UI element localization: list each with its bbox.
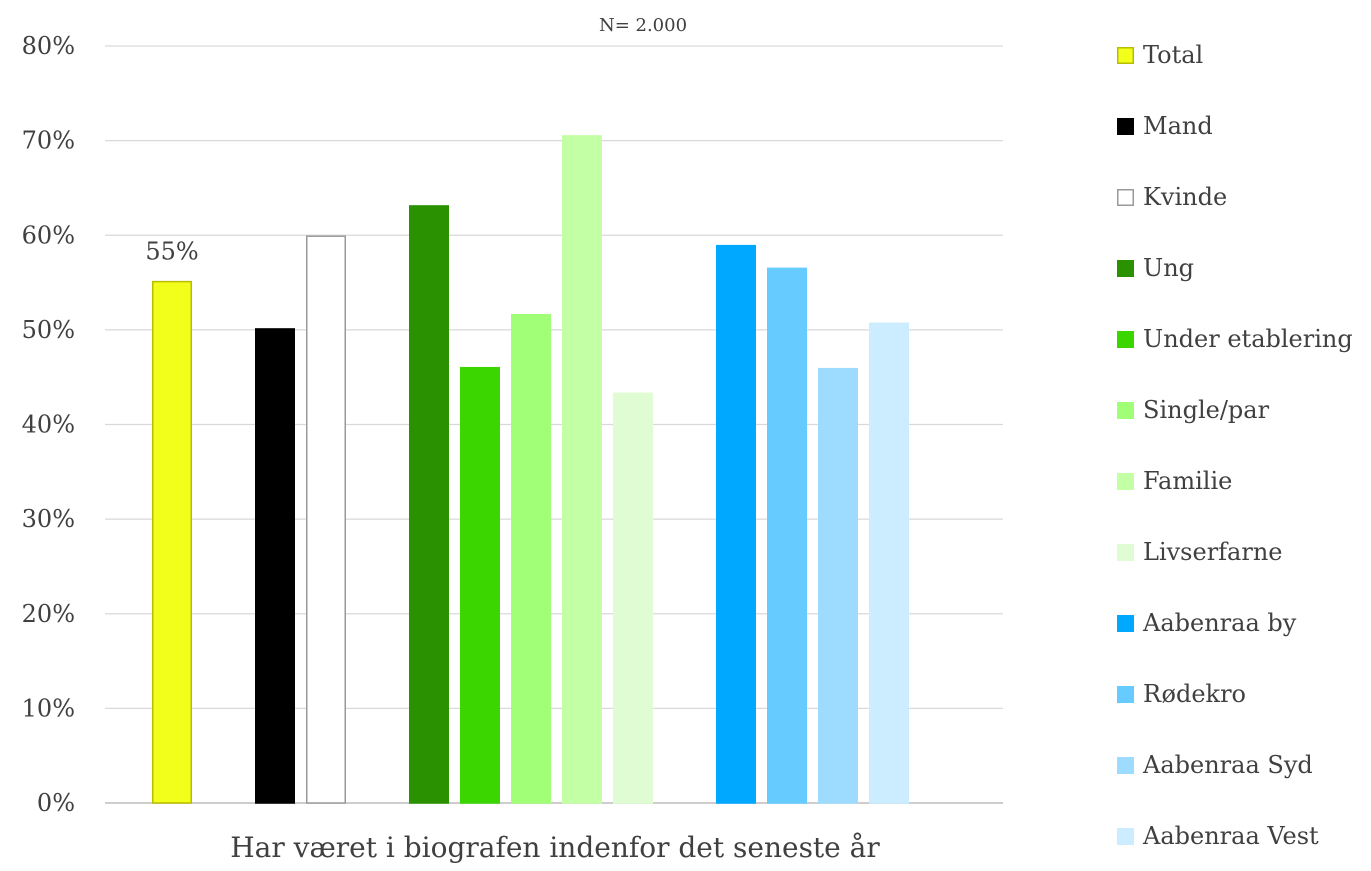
bar-kvinde — [306, 235, 346, 804]
legend-swatch — [1117, 757, 1134, 774]
chart-subtitle: N= 2.000 — [599, 15, 687, 36]
bar-aabenraa-vest — [869, 322, 909, 804]
legend-item: Aabenraa Vest — [1117, 822, 1319, 850]
bar-single-par — [511, 313, 551, 804]
legend-swatch — [1117, 260, 1134, 277]
y-tick-label: 10% — [22, 694, 75, 722]
legend-swatch — [1117, 47, 1134, 64]
bar-under-etablering — [460, 366, 500, 804]
legend-item: Familie — [1117, 467, 1232, 495]
bar-livserfarne — [613, 392, 653, 804]
y-tick-label: 0% — [37, 789, 75, 817]
y-tick-label: 20% — [22, 600, 75, 628]
legend-item: Ung — [1117, 254, 1194, 282]
legend-item: Livserfarne — [1117, 538, 1283, 566]
y-tick-label: 40% — [22, 411, 75, 439]
bar-total — [152, 280, 192, 804]
legend-item: Mand — [1117, 112, 1213, 140]
bar-aabenraa-syd — [818, 367, 858, 804]
legend-swatch — [1117, 686, 1134, 703]
legend-label: Single/par — [1143, 396, 1270, 424]
y-tick-label: 30% — [22, 505, 75, 533]
legend-swatch — [1117, 402, 1134, 419]
legend-item: Aabenraa by — [1117, 609, 1297, 637]
legend-label: Aabenraa Syd — [1142, 751, 1313, 779]
legend-swatch — [1117, 828, 1134, 845]
legend-label: Livserfarne — [1143, 538, 1283, 566]
legend-item: Single/par — [1117, 396, 1270, 424]
bar-familie — [562, 135, 602, 804]
bar-aabenraa-by — [716, 244, 756, 804]
legend-swatch — [1117, 615, 1134, 632]
legend-swatch — [1117, 331, 1134, 348]
y-tick-label: 70% — [22, 127, 75, 155]
legend-label: Kvinde — [1143, 183, 1227, 211]
data-labels: 55% — [145, 238, 198, 266]
legend-item: Total — [1117, 41, 1203, 69]
bar-ung — [409, 205, 449, 804]
legend-label: Familie — [1143, 467, 1232, 495]
bar-mand — [255, 328, 295, 804]
data-label: 55% — [145, 238, 198, 266]
legend-label: Aabenraa by — [1142, 609, 1297, 637]
legend-label: Rødekro — [1143, 680, 1246, 708]
x-axis-label: Har været i biografen indenfor det senes… — [230, 831, 880, 864]
legend-swatch — [1117, 118, 1134, 135]
legend-swatch — [1117, 189, 1134, 206]
legend-label: Aabenraa Vest — [1142, 822, 1319, 850]
legend-item: Rødekro — [1117, 680, 1246, 708]
y-tick-label: 60% — [22, 221, 75, 249]
bar-r-dekro — [767, 267, 807, 804]
legend-item: Under etablering — [1117, 325, 1353, 353]
legend-label: Total — [1143, 41, 1203, 69]
legend-label: Mand — [1143, 112, 1213, 140]
y-axis-ticks: 0% 10% 20% 30% 40% 50% 60% 70% 80% — [22, 32, 75, 817]
bars — [152, 135, 909, 804]
legend-item: Aabenraa Syd — [1117, 751, 1313, 779]
gridlines — [105, 45, 1003, 804]
legend-label: Under etablering — [1143, 325, 1353, 353]
legend-swatch — [1117, 544, 1134, 561]
legend: Total Mand Kvinde Ung Under etablering Single… — [1117, 41, 1353, 850]
legend-label: Ung — [1143, 254, 1194, 282]
legend-swatch — [1117, 473, 1134, 490]
y-tick-label: 80% — [22, 32, 75, 60]
y-tick-label: 50% — [22, 316, 75, 344]
legend-item: Kvinde — [1117, 183, 1227, 211]
